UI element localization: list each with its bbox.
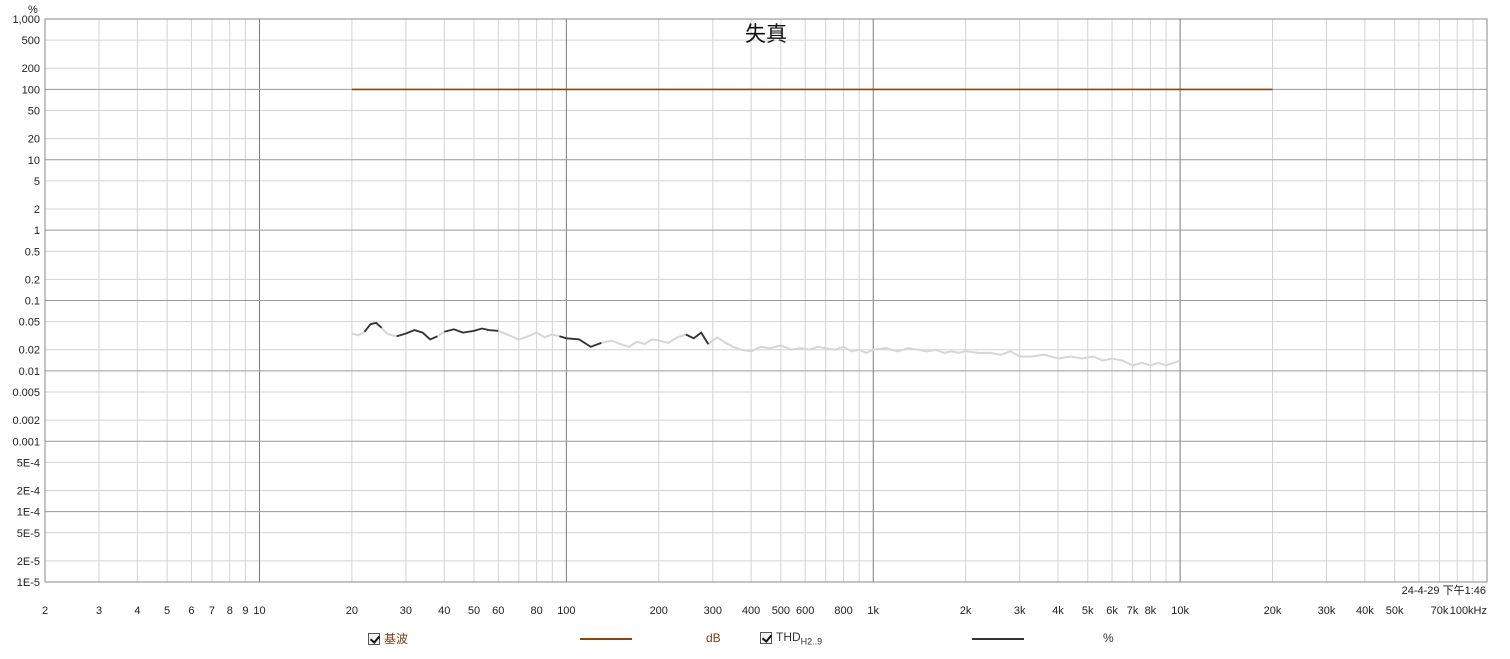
x-tick-labels: 2 3 4 5 6 7 8 9 10 20 30 40 50 60 80 100 200 300 400 500 600…: [42, 605, 1487, 617]
x-tick-label: 2: [42, 605, 48, 617]
y-tick-label: 0.5: [25, 246, 40, 258]
x-tick-label: 50k: [1386, 605, 1404, 617]
x-tick-label: 20: [346, 605, 358, 617]
x-tick-label: 100kHz: [1450, 605, 1487, 617]
series-thd-highlight: [396, 329, 438, 341]
y-tick-label: 0.1: [25, 296, 40, 308]
y-tick-label: 200: [22, 63, 40, 75]
y-tick-label: 0.05: [19, 317, 40, 329]
x-tick-label: 4k: [1052, 605, 1064, 617]
fundamental-checkbox[interactable]: [368, 632, 380, 645]
x-tick-label: 3k: [1014, 605, 1026, 617]
x-tick-label: 500: [772, 605, 790, 617]
legend: 基波 dB THDH2..9 %: [0, 628, 1510, 650]
y-tick-label: 5: [34, 176, 40, 188]
x-tick-label: 300: [704, 605, 722, 617]
thd-label-text: THD: [776, 630, 801, 644]
thd-checkbox[interactable]: [760, 632, 772, 645]
y-tick-label: 5E-5: [17, 528, 40, 540]
y-tick-label: 20: [28, 134, 40, 146]
y-tick-label: 1E-5: [17, 577, 40, 589]
distortion-chart: 2 3 4 5 6 7 8 9 10 20 30 40 50 60 80 100 200 300 400 500 600…: [12, 4, 1488, 617]
y-tick-label: 500: [22, 35, 40, 47]
x-tick-label: 6: [188, 605, 194, 617]
thd-label: THDH2..9: [776, 630, 822, 646]
x-tick-label: 4: [134, 605, 140, 617]
y-axis-label: %: [28, 4, 38, 16]
y-tick-label: 0.001: [12, 436, 40, 448]
series-thd-highlight: [685, 331, 710, 345]
x-tick-label: 20k: [1264, 605, 1282, 617]
legend-thd[interactable]: THDH2..9: [760, 630, 822, 646]
x-tick-label: 5: [164, 605, 170, 617]
series-thd-highlight: [363, 321, 383, 333]
y-tick-label: 1: [34, 225, 40, 237]
fundamental-swatch: [580, 638, 632, 640]
y-tick-label: 0.002: [12, 415, 40, 427]
y-tick-label: 0.2: [25, 274, 40, 286]
x-tick-label: 600: [796, 605, 814, 617]
thd-swatch: [972, 638, 1024, 640]
y-tick-label: 5E-4: [17, 457, 40, 469]
x-tick-label: 50: [468, 605, 480, 617]
x-tick-label: 3: [96, 605, 102, 617]
x-tick-label: 10: [253, 605, 265, 617]
x-tick-label: 8: [227, 605, 233, 617]
fundamental-unit: dB: [706, 631, 721, 645]
y-tick-label: 2: [34, 204, 40, 216]
y-tick-label: 2E-4: [17, 485, 40, 497]
y-tick-label: 0.01: [19, 366, 40, 378]
x-tick-label: 80: [531, 605, 543, 617]
x-tick-label: 30k: [1318, 605, 1336, 617]
y-tick-label: 100: [22, 84, 40, 96]
y-tick-label: 0.02: [19, 345, 40, 357]
x-tick-label: 100: [557, 605, 575, 617]
thd-label-sub: H2..9: [800, 636, 823, 647]
x-tick-label: 40: [438, 605, 450, 617]
thd-unit: %: [1103, 631, 1114, 645]
x-tick-label: 30: [400, 605, 412, 617]
y-tick-label: 10: [28, 155, 40, 167]
series-thd-highlight: [444, 327, 499, 334]
x-tick-label: 6k: [1106, 605, 1118, 617]
x-tick-label: 2k: [960, 605, 972, 617]
x-tick-label: 200: [650, 605, 668, 617]
x-tick-label: 1k: [867, 605, 879, 617]
series-thd-line: [351, 321, 1181, 367]
x-tick-label: 7k: [1127, 605, 1139, 617]
y-tick-label: 1E-4: [17, 507, 40, 519]
fundamental-label: 基波: [384, 632, 409, 646]
y-tick-label: 1,000: [12, 14, 40, 26]
y-tick-label: 2E-5: [17, 556, 40, 568]
x-tick-label: 10k: [1171, 605, 1189, 617]
chart-title: 失真: [745, 22, 787, 46]
x-tick-label: 8k: [1145, 605, 1157, 617]
x-tick-label: 9: [242, 605, 248, 617]
x-tick-label: 7: [209, 605, 215, 617]
major-grid: [45, 18, 1488, 583]
plot-frame: [44, 18, 1488, 583]
x-tick-label: 60: [492, 605, 504, 617]
x-tick-label: 800: [834, 605, 852, 617]
x-tick-label: 400: [742, 605, 760, 617]
y-tick-label: 50: [28, 106, 40, 118]
x-tick-label: 5k: [1082, 605, 1094, 617]
x-tick-label: 70k: [1431, 605, 1449, 617]
series-thd-highlight: [559, 335, 602, 348]
x-tick-label: 40k: [1356, 605, 1374, 617]
series-layer: [351, 88, 1273, 367]
legend-fundamental[interactable]: 基波: [368, 630, 408, 647]
y-tick-label: 0.005: [12, 387, 40, 399]
timestamp: 24-4-29 下午1:46: [1402, 584, 1486, 597]
y-tick-labels: 1,000 500 200 100 50 20 10 5 2 1 0.5 0.2 0.1 0.05 0.02…: [12, 14, 40, 589]
